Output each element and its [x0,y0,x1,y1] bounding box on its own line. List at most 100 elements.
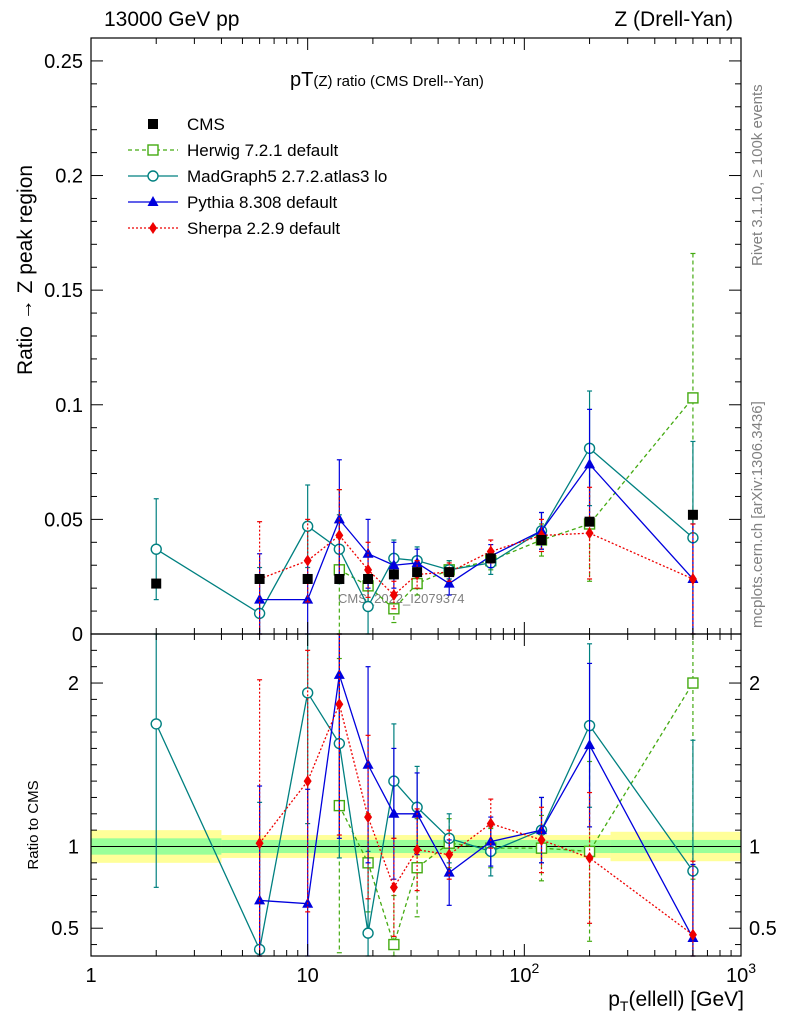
ratio-tick-label-left-1: 1 [68,836,79,858]
data-point-0 [151,578,162,589]
series-3-ratio-point-6 [445,848,454,861]
series-3-main-point-10 [688,572,697,585]
ratio-tick-label-right-2: 2 [749,673,760,695]
analysis-watermark: CMS_2022_I2079374 [338,591,465,606]
series-2-main-point-4 [388,559,400,570]
x-tick-label-base-2: 10 [509,965,531,987]
data-series [151,509,698,589]
legend-label-0: CMS [187,115,225,134]
legend-label-1: Herwig 7.2.1 default [187,141,338,160]
legend-label-2: MadGraph5 2.7.2.atlas3 lo [187,167,387,186]
y-axis-title: Ratio → Z peak region [14,165,37,375]
series-0-main-point-8 [687,392,699,404]
series-3-ratio-line [259,702,694,936]
legend-label-3: Pythia 8.308 default [187,193,338,212]
series-0-ratio-line [338,682,694,947]
x-axis-title-main: p [608,988,620,1011]
data-point-3 [334,573,345,584]
x-axis-title-sub: T [620,998,629,1014]
mcplots-label: mcplots.cern.ch [arXiv:1306.3436] [749,401,766,628]
x-tick-label-2: 102 [509,960,539,987]
series-1-main-point-0 [150,543,162,555]
legend-marker-4 [149,222,157,234]
legend-marker-2 [147,170,159,182]
legend: CMS Herwig 7.2.1 default MadGraph5 2.7.2.a… [128,115,387,238]
y-tick-label-0: 0 [72,624,83,646]
data-point-6 [412,567,423,578]
x-tick-label-1: 10 [297,965,319,987]
series-2-main-point-1 [302,593,314,604]
series-1-ratio-point-0 [150,718,162,730]
x-tick-label-0: 1 [85,965,96,987]
series-3-ratio-point-9 [585,851,594,864]
series-1-ratio-line [155,691,694,952]
series-3-main-point-4 [389,589,398,602]
series-3-ratio-point-7 [486,817,495,830]
header-left: 13000 GeV pp [104,8,239,31]
y-tick-label-1: 0.05 [44,509,83,531]
y-tick-label-3: 0.15 [44,280,83,302]
legend-marker-3 [147,196,159,206]
data-point-5 [388,569,399,580]
series-3-main-point-3 [364,563,373,576]
legend-label-4: Sherpa 2.2.9 default [187,219,340,238]
data-point-11 [687,509,698,520]
ratio-tick-label-left-0: 0.5 [51,918,79,940]
legend-marker-0 [148,119,158,129]
series-3-main-point-1 [303,554,312,567]
ratio-tick-label-right-1: 1 [749,836,760,858]
series-2-main-line [259,463,694,601]
data-point-7 [444,567,455,578]
series-1-main-point-2 [301,520,314,532]
x-axis-title: pT(ellell) [GeV] [608,988,744,1014]
series-1-main-point-4 [362,600,374,613]
ratio-tick-label-left-2: 2 [68,673,79,695]
data-point-4 [363,573,374,584]
x-tick-label-3: 103 [726,960,756,987]
plot-title-sub: (Z) ratio (CMS Drell--Yan) [313,73,484,90]
series-1-main-line [155,447,694,615]
x-tick-label-sup-2: 2 [532,960,540,976]
data-point-1 [254,573,265,584]
series-2-ratio-point-4 [388,807,400,818]
series-2-ratio-point-0 [254,894,266,905]
y-tick-label-2: 0.1 [55,395,83,417]
series-3-main-point-2 [335,529,344,542]
series-0-ratio-point-8 [687,677,699,689]
ratio-tick-label-right-0: 0.5 [749,918,777,940]
ratio-panel-frame [90,633,742,957]
series-3-ratio-point-1 [303,775,312,788]
y-tick-label-5: 0.25 [44,51,83,73]
plot-title-main: pT [290,69,313,91]
series-0-ratio-point-3 [411,862,423,874]
rivet-label: Rivet 3.1.10, ≥ 100k events [749,84,766,266]
data-point-9 [536,535,547,546]
header-right: Z (Drell-Yan) [614,8,733,31]
series-2 [254,408,699,957]
plot-title: pT(Z) ratio (CMS Drell--Yan) [290,69,484,91]
x-tick-label-base-3: 10 [726,965,748,987]
series-2-ratio-point-9 [584,739,596,750]
series-2-main-point-6 [443,577,455,588]
y-tick-label-4: 0.2 [55,166,83,188]
x-tick-label-sup-3: 3 [748,960,756,976]
ratio-y-axis-title: Ratio to CMS [25,780,42,869]
series-3-ratio-point-0 [255,837,264,850]
series-3 [255,486,697,957]
data-point-8 [485,553,496,564]
series-1 [150,390,699,957]
series-3-ratio-point-4 [389,881,398,894]
series-2-main-point-3 [362,547,374,558]
series-3-ratio-point-10 [688,928,697,941]
data-point-10 [584,516,595,527]
legend-marker-1 [147,144,159,156]
series-2-main-point-9 [584,458,596,469]
x-tick-label-base-0: 1 [85,965,96,987]
series-3-ratio-point-8 [537,833,546,846]
series-2-ratio-line [259,674,694,939]
x-tick-label-base-1: 10 [297,965,319,987]
data-point-2 [302,573,313,584]
series-3-main-point-9 [585,527,594,540]
